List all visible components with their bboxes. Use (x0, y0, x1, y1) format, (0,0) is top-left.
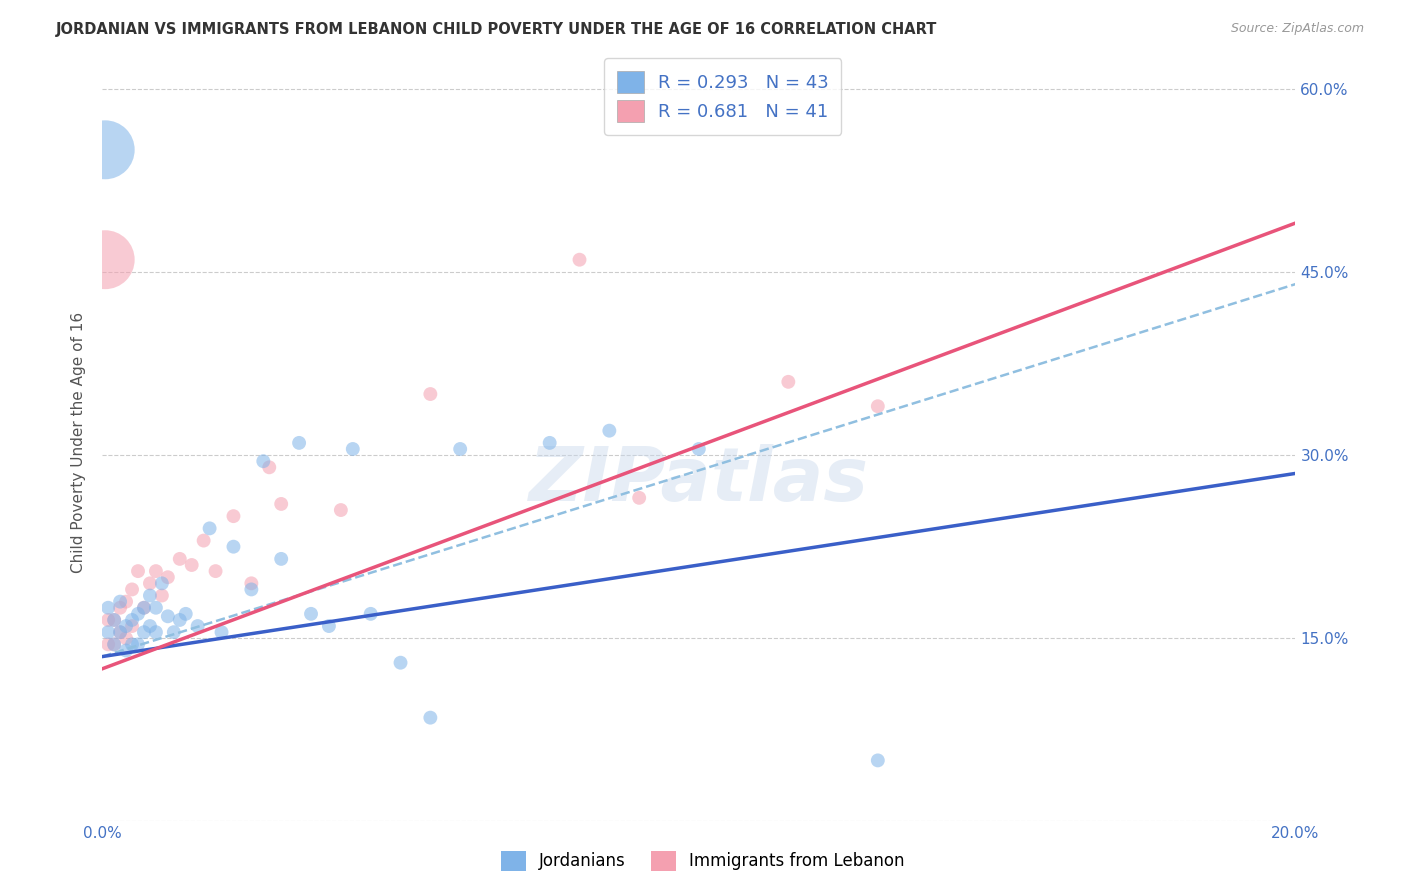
Point (150, 576, 173, 591)
Point (115, 632, 138, 646)
Point (108, 600, 131, 615)
Point (449, 442, 471, 456)
Point (419, 711, 441, 725)
Point (121, 619, 143, 633)
Point (240, 582, 263, 597)
Point (222, 540, 245, 554)
Point (360, 607, 382, 621)
Point (156, 570, 179, 584)
Point (866, 753, 889, 767)
Point (145, 564, 167, 578)
Point (538, 436, 561, 450)
Point (211, 625, 233, 640)
Point (288, 436, 311, 450)
Point (97, 625, 120, 640)
Point (270, 552, 292, 566)
Point (389, 656, 412, 670)
Point (222, 509, 245, 524)
Point (240, 576, 263, 591)
Text: JORDANIAN VS IMMIGRANTS FROM LEBANON CHILD POVERTY UNDER THE AGE OF 16 CORRELATI: JORDANIAN VS IMMIGRANTS FROM LEBANON CHI… (56, 22, 938, 37)
Point (163, 625, 186, 640)
Text: Source: ZipAtlas.com: Source: ZipAtlas.com (1230, 22, 1364, 36)
Point (127, 564, 149, 578)
Point (145, 600, 167, 615)
Point (169, 552, 191, 566)
Point (139, 589, 162, 603)
Point (156, 609, 179, 624)
Point (108, 625, 131, 640)
Point (103, 637, 125, 651)
Point (778, 375, 800, 389)
Point (145, 625, 167, 640)
Point (259, 460, 281, 475)
Point (568, 252, 591, 267)
Point (204, 564, 226, 578)
Point (127, 637, 149, 651)
Point (115, 643, 138, 657)
Point (121, 613, 143, 627)
Point (252, 454, 274, 468)
Point (139, 619, 162, 633)
Point (193, 533, 215, 548)
Point (180, 558, 202, 572)
Point (108, 625, 131, 640)
Point (342, 442, 364, 456)
Point (270, 497, 292, 511)
Point (866, 399, 889, 413)
Y-axis label: Child Poverty Under the Age of 16: Child Poverty Under the Age of 16 (72, 312, 86, 574)
Point (299, 607, 322, 621)
Point (108, 594, 131, 608)
Point (688, 442, 710, 456)
Point (132, 600, 155, 615)
Point (115, 594, 138, 608)
Point (198, 521, 221, 535)
Point (127, 607, 149, 621)
Legend: R = 0.293   N = 43, R = 0.681   N = 41: R = 0.293 N = 43, R = 0.681 N = 41 (605, 58, 841, 135)
Legend: Jordanians, Immigrants from Lebanon: Jordanians, Immigrants from Lebanon (492, 842, 914, 880)
Text: ZIPatlas: ZIPatlas (529, 444, 869, 517)
Point (419, 387, 441, 401)
Point (121, 637, 143, 651)
Point (174, 607, 197, 621)
Point (97, 637, 120, 651)
Point (103, 613, 125, 627)
Point (103, 637, 125, 651)
Point (318, 619, 340, 633)
Point (115, 619, 138, 633)
Point (94, 252, 117, 267)
Point (97, 613, 120, 627)
Point (97, 600, 120, 615)
Point (139, 576, 162, 591)
Point (187, 619, 209, 633)
Point (94, 143, 117, 157)
Point (103, 613, 125, 627)
Point (598, 424, 620, 438)
Point (132, 625, 155, 640)
Point (628, 491, 651, 505)
Point (121, 582, 143, 597)
Point (150, 589, 173, 603)
Point (329, 503, 352, 517)
Point (169, 613, 191, 627)
Point (132, 600, 155, 615)
